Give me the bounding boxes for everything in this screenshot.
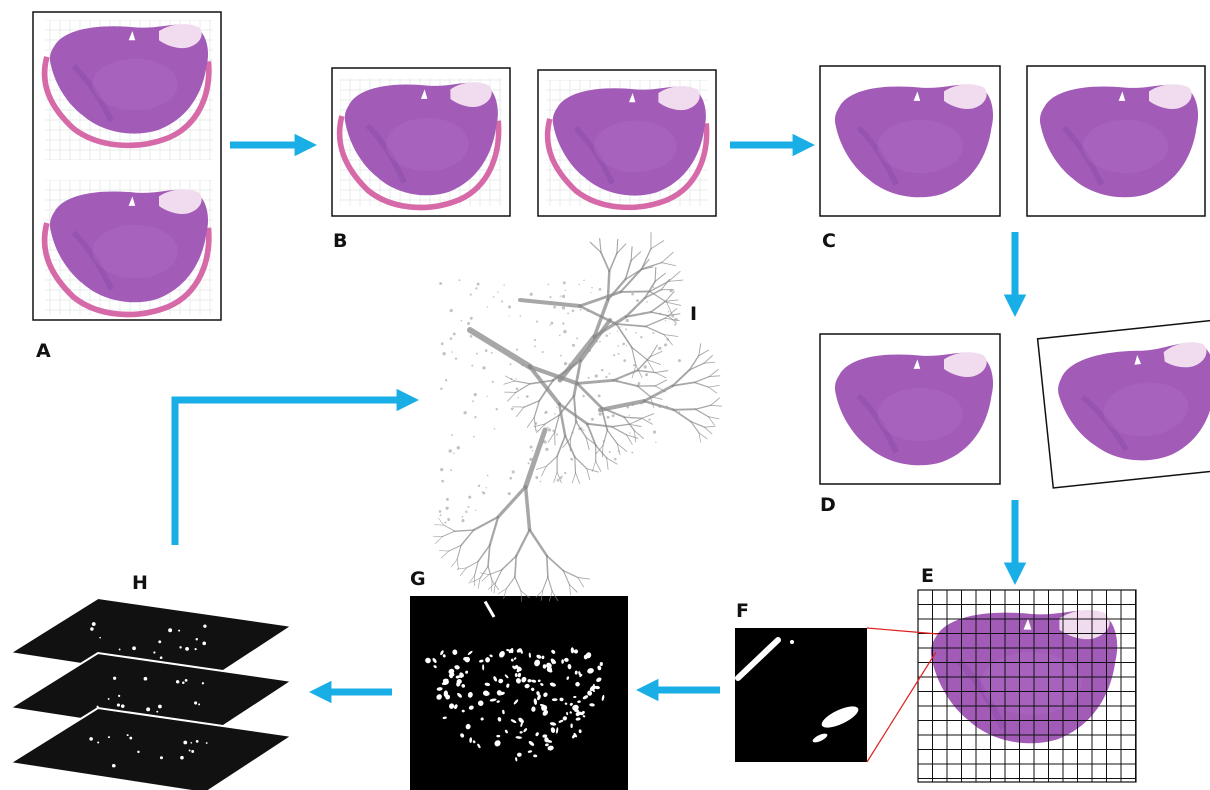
panel-c-cleaned-sections <box>819 65 1206 217</box>
label-f: F <box>736 600 749 622</box>
arrow-h-to-i <box>171 388 419 545</box>
zoom-line-bottom <box>866 651 937 763</box>
panel-b-extracted-sections <box>331 67 717 217</box>
label-d: D <box>820 494 836 516</box>
panel-e-tiled-section <box>917 589 1137 783</box>
section-bottom <box>45 189 209 314</box>
label-c: C <box>822 230 836 252</box>
label-h: H <box>132 572 148 594</box>
label-a: A <box>36 340 51 362</box>
section-top <box>45 24 209 145</box>
zoom-line-top <box>866 627 939 635</box>
arrows <box>171 133 1027 704</box>
panel-g-section-mask <box>410 596 628 790</box>
label-b: B <box>333 230 348 252</box>
label-e: E <box>921 565 934 587</box>
panel-h-mask-stack <box>7 596 295 790</box>
panel-f-tile-mask <box>735 627 939 763</box>
panel-i-3d-vessel-reconstruction <box>432 232 722 602</box>
label-g: G <box>410 568 426 590</box>
panel-d-registered-sections <box>819 319 1210 489</box>
panel-a-slide <box>32 11 222 321</box>
label-i: I <box>690 303 698 325</box>
